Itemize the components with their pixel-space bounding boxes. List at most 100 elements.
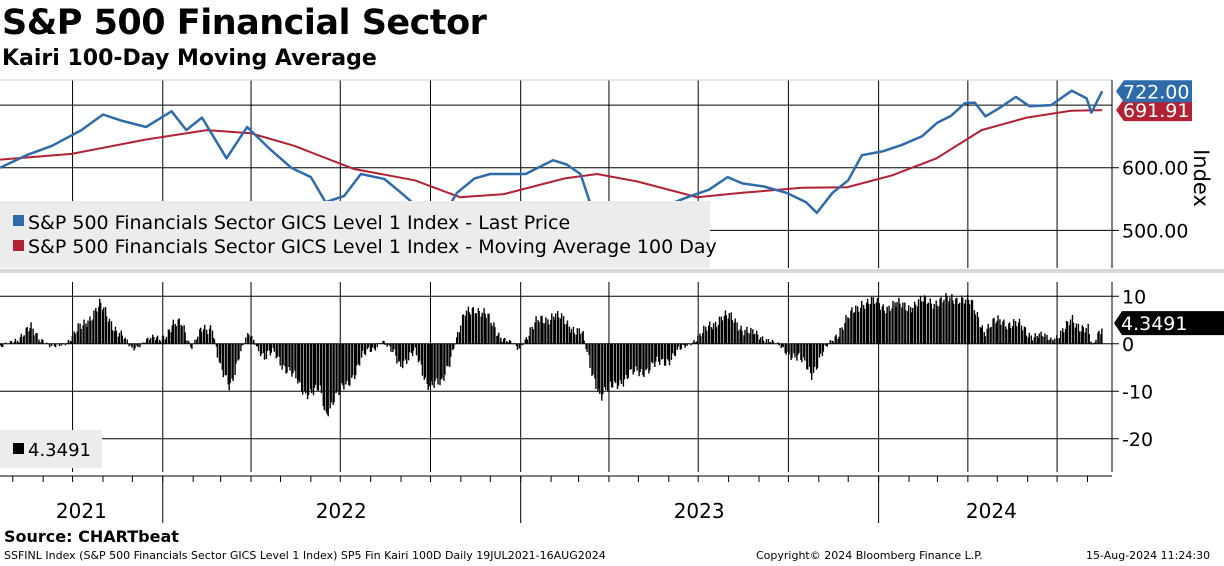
kairi-bar <box>493 322 495 344</box>
kairi-bar <box>806 343 808 370</box>
kairi-bar <box>455 343 457 345</box>
kairi-bar <box>133 343 135 351</box>
kairi-bar <box>379 343 381 344</box>
kairi-bar <box>949 297 951 344</box>
kairi-bar <box>1095 339 1097 344</box>
kairi-bar <box>130 343 132 346</box>
kairi-bar <box>171 325 173 344</box>
kairi-bar <box>1010 328 1012 344</box>
kairi-bar <box>943 299 945 344</box>
kairi-bar <box>661 343 664 359</box>
kairi-bar <box>60 343 63 346</box>
kairi-bar <box>93 310 95 344</box>
kairi-bar <box>800 343 802 360</box>
kairi-bar <box>638 343 640 377</box>
kairi-bar <box>654 343 656 367</box>
kairi-bar <box>671 343 674 354</box>
kairi-bar <box>423 343 425 380</box>
kairi-bar <box>279 343 281 366</box>
kairi-bar <box>219 343 222 364</box>
kairi-bar <box>922 301 925 344</box>
kairi-bar <box>1091 343 1093 345</box>
kairi-bar <box>115 330 118 344</box>
kairi-bar <box>1071 315 1074 344</box>
kairi-bar <box>1034 333 1036 344</box>
kairi-bar <box>491 325 493 344</box>
kairi-bar <box>204 324 206 344</box>
kairi-bar <box>61 343 64 344</box>
kairi-bar <box>873 303 876 344</box>
kairi-bar <box>780 343 782 349</box>
kairi-bar <box>804 343 806 361</box>
kairi-bar <box>554 319 556 344</box>
kairi-bar <box>1065 321 1068 344</box>
kairi-bar <box>959 302 961 344</box>
kairi-bar <box>232 343 234 381</box>
kairi-bar <box>739 329 741 344</box>
kairi-bar <box>930 303 932 344</box>
kairi-bar <box>1038 333 1040 344</box>
kairi-bar <box>953 304 955 344</box>
kairi-bar <box>393 343 395 350</box>
kairi-bar <box>787 343 789 352</box>
kairi-bar <box>124 337 126 344</box>
kairi-bar <box>599 343 601 394</box>
kairi-bar <box>895 306 897 344</box>
kairi-bar <box>123 338 125 344</box>
kairi-bar <box>288 343 290 368</box>
kairi-bar <box>234 343 236 376</box>
kairi-bar <box>201 331 203 344</box>
kairi-bar <box>327 343 329 417</box>
kairi-bar <box>265 343 268 360</box>
kairi-bar <box>500 337 502 344</box>
kairi-bar <box>341 343 343 384</box>
kairi-bar <box>301 343 303 393</box>
kairi-bar <box>431 343 433 386</box>
kairi-bar <box>557 311 559 344</box>
kairi-bar <box>342 343 344 386</box>
kairi-bar <box>120 330 122 344</box>
kairi-bar <box>361 343 364 351</box>
kairi-bar <box>414 343 417 348</box>
kairi-bar <box>1060 330 1062 344</box>
kairi-bar <box>622 343 625 387</box>
kairi-bar <box>484 313 486 344</box>
kairi-bar <box>648 343 650 374</box>
kairi-bar <box>767 339 770 344</box>
kairi-bar <box>364 343 367 356</box>
kairi-bar <box>259 343 262 357</box>
kairi-bar <box>862 304 865 344</box>
kairi-bar <box>878 303 880 344</box>
kairi-bar <box>967 300 970 344</box>
kairi-bar <box>674 343 677 357</box>
kairi-bar <box>531 326 533 344</box>
kairi-bar <box>696 341 698 344</box>
kairi-bar <box>162 335 165 344</box>
kairi-bar <box>205 329 208 344</box>
kairi-bar <box>879 309 881 344</box>
kairi-bar <box>920 301 923 344</box>
kairi-bar <box>1005 326 1007 344</box>
kairi-bar <box>439 343 441 386</box>
kairi-bar <box>1078 331 1081 344</box>
kairi-bar <box>363 343 366 355</box>
kairi-bar <box>771 339 774 344</box>
kairi-bar <box>608 343 610 384</box>
kairi-bar <box>1015 326 1018 344</box>
kairi-bar <box>289 343 291 371</box>
kairi-bar <box>276 343 278 357</box>
kairi-bar <box>80 328 82 344</box>
kairi-bar <box>602 343 604 395</box>
legend-swatch-price <box>13 215 24 226</box>
kairi-bar <box>1059 338 1061 344</box>
kairi-bar <box>294 343 296 371</box>
kairi-bar <box>764 342 767 344</box>
kairi-bar <box>976 312 979 344</box>
kairi-bar <box>83 319 85 344</box>
kairi-bar <box>392 343 394 353</box>
kairi-bar <box>951 294 953 344</box>
kairi-bar <box>1068 325 1071 344</box>
kairi-bar <box>465 310 468 344</box>
kairi-bar <box>1066 321 1069 344</box>
kairi-bar <box>907 311 909 344</box>
